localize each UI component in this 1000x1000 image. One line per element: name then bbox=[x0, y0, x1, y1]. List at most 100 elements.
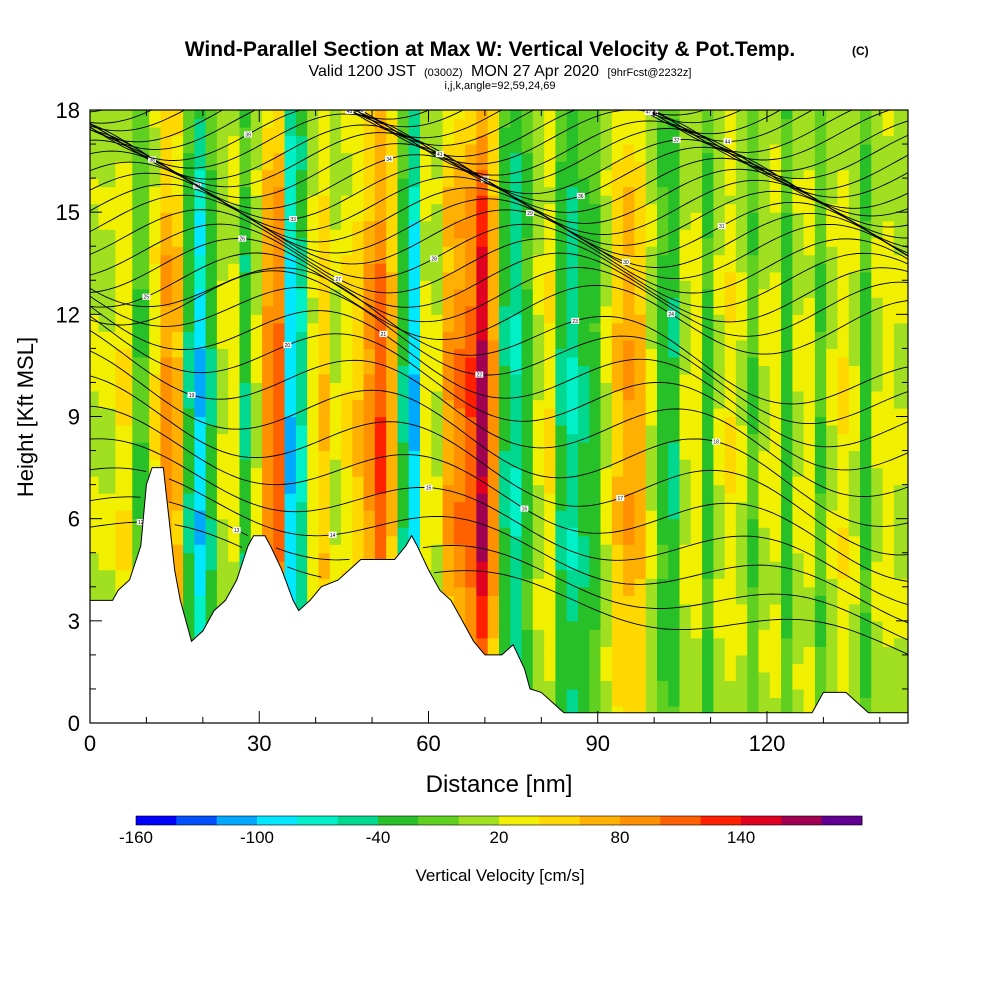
velocity-cell bbox=[735, 527, 754, 537]
velocity-cell bbox=[408, 271, 427, 281]
velocity-cell bbox=[724, 510, 743, 520]
velocity-cell bbox=[724, 365, 743, 375]
velocity-cell bbox=[532, 569, 551, 579]
velocity-cell bbox=[792, 706, 810, 716]
velocity-cell bbox=[623, 467, 641, 477]
velocity-cell bbox=[781, 288, 799, 298]
velocity-cell bbox=[171, 161, 190, 171]
velocity-cell bbox=[544, 535, 562, 545]
velocity-cell bbox=[848, 144, 867, 154]
velocity-cell bbox=[420, 450, 438, 460]
velocity-cell bbox=[600, 501, 618, 511]
velocity-cell bbox=[273, 425, 291, 435]
velocity-cell bbox=[623, 603, 641, 613]
velocity-cell bbox=[194, 510, 212, 520]
velocity-cell bbox=[284, 442, 303, 452]
velocity-cell bbox=[521, 646, 540, 656]
velocity-cell bbox=[194, 501, 212, 511]
velocity-cell bbox=[758, 680, 776, 690]
velocity-cell bbox=[499, 365, 517, 375]
velocity-cell bbox=[453, 118, 472, 128]
velocity-cell bbox=[453, 169, 472, 179]
velocity-cell bbox=[442, 425, 461, 435]
velocity-cell bbox=[374, 459, 393, 469]
velocity-cell bbox=[871, 399, 889, 409]
velocity-cell bbox=[758, 373, 776, 383]
velocity-cell bbox=[239, 339, 257, 349]
velocity-cell bbox=[702, 510, 720, 520]
velocity-cell bbox=[408, 203, 427, 213]
velocity-cell bbox=[735, 493, 754, 503]
velocity-cell bbox=[758, 331, 776, 341]
velocity-cell bbox=[657, 467, 675, 477]
velocity-cell bbox=[341, 518, 359, 528]
velocity-cell bbox=[713, 356, 731, 366]
velocity-cell bbox=[589, 535, 607, 545]
velocity-cell bbox=[803, 425, 822, 435]
velocity-cell bbox=[408, 212, 427, 222]
velocity-cell bbox=[713, 637, 731, 647]
velocity-cell bbox=[132, 433, 150, 443]
velocity-cell bbox=[657, 450, 675, 460]
velocity-cell bbox=[792, 237, 810, 247]
velocity-cell bbox=[837, 297, 855, 307]
velocity-cell bbox=[758, 408, 776, 418]
velocity-cell bbox=[465, 314, 483, 324]
velocity-cell bbox=[476, 339, 494, 349]
velocity-cell bbox=[848, 586, 867, 596]
velocity-cell bbox=[555, 433, 573, 443]
velocity-cell bbox=[679, 356, 697, 366]
velocity-cell bbox=[826, 459, 844, 469]
velocity-cell bbox=[566, 552, 585, 562]
velocity-cell bbox=[98, 501, 116, 511]
velocity-cell bbox=[814, 220, 833, 230]
velocity-cell bbox=[374, 254, 393, 264]
velocity-cell bbox=[442, 314, 461, 324]
velocity-cell bbox=[713, 612, 731, 622]
velocity-cell bbox=[284, 510, 303, 520]
velocity-cell bbox=[837, 127, 855, 137]
velocity-cell bbox=[690, 654, 709, 664]
velocity-cell bbox=[690, 220, 709, 230]
velocity-cell bbox=[713, 442, 731, 452]
velocity-cell bbox=[668, 595, 686, 605]
velocity-cell bbox=[690, 127, 709, 137]
velocity-cell bbox=[544, 297, 562, 307]
velocity-cell bbox=[510, 229, 528, 239]
velocity-cell bbox=[848, 271, 867, 281]
velocity-cell bbox=[183, 314, 201, 324]
velocity-cell bbox=[611, 459, 630, 469]
velocity-cell bbox=[465, 144, 483, 154]
velocity-cell bbox=[803, 399, 822, 409]
velocity-cell bbox=[273, 152, 291, 162]
velocity-cell bbox=[341, 246, 359, 256]
velocity-cell bbox=[634, 263, 652, 273]
velocity-cell bbox=[532, 544, 551, 554]
velocity-cell bbox=[487, 203, 506, 213]
velocity-cell bbox=[555, 501, 573, 511]
velocity-cell bbox=[634, 254, 652, 264]
velocity-cell bbox=[250, 169, 269, 179]
velocity-cell bbox=[374, 271, 393, 281]
velocity-cell bbox=[132, 399, 150, 409]
velocity-cell bbox=[352, 467, 370, 477]
velocity-cell bbox=[781, 152, 799, 162]
velocity-cell bbox=[532, 246, 551, 256]
velocity-cell bbox=[90, 195, 99, 205]
velocity-cell bbox=[578, 518, 596, 528]
velocity-cell bbox=[837, 527, 855, 537]
velocity-cell bbox=[623, 365, 641, 375]
velocity-cell bbox=[837, 288, 855, 298]
velocity-cell bbox=[284, 569, 303, 579]
velocity-cell bbox=[679, 254, 697, 264]
velocity-cell bbox=[578, 586, 596, 596]
velocity-cell bbox=[600, 203, 618, 213]
velocity-cell bbox=[544, 620, 562, 630]
velocity-cell bbox=[98, 161, 116, 171]
velocity-cell bbox=[487, 603, 506, 613]
velocity-cell bbox=[171, 280, 190, 290]
velocity-cell bbox=[183, 476, 201, 486]
velocity-cell bbox=[115, 127, 133, 137]
velocity-cell bbox=[702, 527, 720, 537]
velocity-cell bbox=[318, 110, 336, 120]
